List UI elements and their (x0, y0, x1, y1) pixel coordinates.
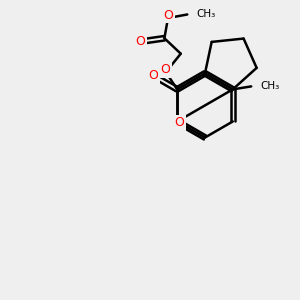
Text: O: O (163, 9, 173, 22)
Text: O: O (160, 63, 170, 76)
Text: O: O (148, 69, 158, 82)
Text: O: O (175, 116, 184, 130)
Text: CH₃: CH₃ (261, 81, 280, 92)
Text: CH₃: CH₃ (197, 10, 216, 20)
Text: O: O (135, 35, 145, 48)
